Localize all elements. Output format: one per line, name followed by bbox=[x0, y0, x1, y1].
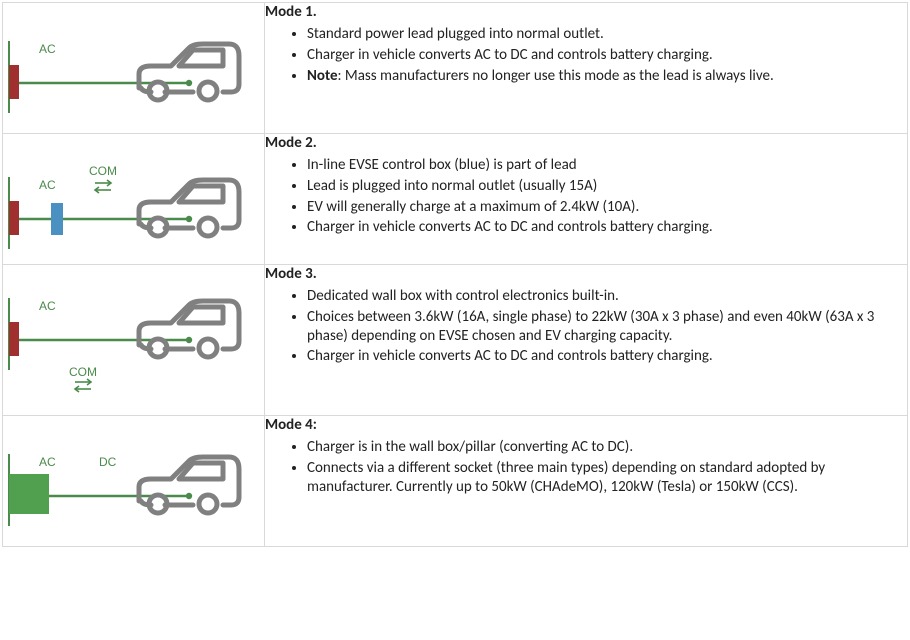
mode-description: Mode 4: Charger is in the wall box/pillar… bbox=[265, 416, 908, 547]
mode-description: Mode 2. In-line EVSE control box (blue) i… bbox=[265, 134, 908, 265]
mode-row: AC COM Mode 2. In-line EVSE control box (b… bbox=[3, 134, 908, 265]
mode-diagram: AC COM bbox=[3, 265, 265, 416]
mode-bullet: Charger in vehicle converts AC to DC and… bbox=[307, 218, 907, 237]
svg-text:AC: AC bbox=[39, 455, 56, 469]
mode-bullet-list: Dedicated wall box with control electron… bbox=[265, 287, 907, 366]
mode-row: AC COM Mode 3. Dedicated wall box with con… bbox=[3, 265, 908, 416]
mode-bullet: Choices between 3.6kW (16A, single phase… bbox=[307, 308, 907, 346]
mode-description: Mode 1. Standard power lead plugged into … bbox=[265, 3, 908, 134]
svg-text:AC: AC bbox=[39, 42, 56, 56]
svg-text:AC: AC bbox=[39, 178, 56, 192]
mode-row: AC DC Mode 4: Charger is in the wall box/p… bbox=[3, 416, 908, 547]
mode-title: Mode 2. bbox=[265, 134, 907, 152]
mode-bullet: Dedicated wall box with control electron… bbox=[307, 287, 907, 306]
mode-diagram: AC bbox=[3, 3, 265, 134]
mode-title: Mode 4: bbox=[265, 416, 907, 434]
mode-bullet: Standard power lead plugged into normal … bbox=[307, 25, 907, 44]
mode-bullet-list: In-line EVSE control box (blue) is part … bbox=[265, 156, 907, 237]
mode-bullet: In-line EVSE control box (blue) is part … bbox=[307, 156, 907, 175]
mode-bullet: EV will generally charge at a maximum of… bbox=[307, 198, 907, 217]
mode-bullet: Charger in vehicle converts AC to DC and… bbox=[307, 46, 907, 65]
bullet-text: : Mass manufacturers no longer use this … bbox=[338, 67, 774, 85]
svg-text:COM: COM bbox=[69, 365, 97, 379]
mode-bullet-list: Standard power lead plugged into normal … bbox=[265, 25, 907, 85]
note-label: Note bbox=[307, 67, 338, 85]
svg-text:AC: AC bbox=[39, 299, 56, 313]
svg-text:COM: COM bbox=[89, 164, 117, 178]
mode-bullet: Charger is in the wall box/pillar (conve… bbox=[307, 438, 907, 457]
modes-table: AC Mode 1. Standard power lead plugged in… bbox=[2, 2, 908, 547]
mode-bullet: Charger in vehicle converts AC to DC and… bbox=[307, 347, 907, 366]
mode-bullet-list: Charger is in the wall box/pillar (conve… bbox=[265, 438, 907, 496]
mode-row: AC Mode 1. Standard power lead plugged in… bbox=[3, 3, 908, 134]
mode-diagram: AC COM bbox=[3, 134, 265, 265]
mode-diagram: AC DC bbox=[3, 416, 265, 547]
mode-bullet: Note: Mass manufacturers no longer use t… bbox=[307, 67, 907, 86]
mode-title: Mode 3. bbox=[265, 265, 907, 283]
mode-bullet: Lead is plugged into normal outlet (usua… bbox=[307, 177, 907, 196]
mode-description: Mode 3. Dedicated wall box with control e… bbox=[265, 265, 908, 416]
mode-bullet: Connects via a different socket (three m… bbox=[307, 459, 907, 497]
mode-title: Mode 1. bbox=[265, 3, 907, 21]
svg-text:DC: DC bbox=[99, 455, 117, 469]
